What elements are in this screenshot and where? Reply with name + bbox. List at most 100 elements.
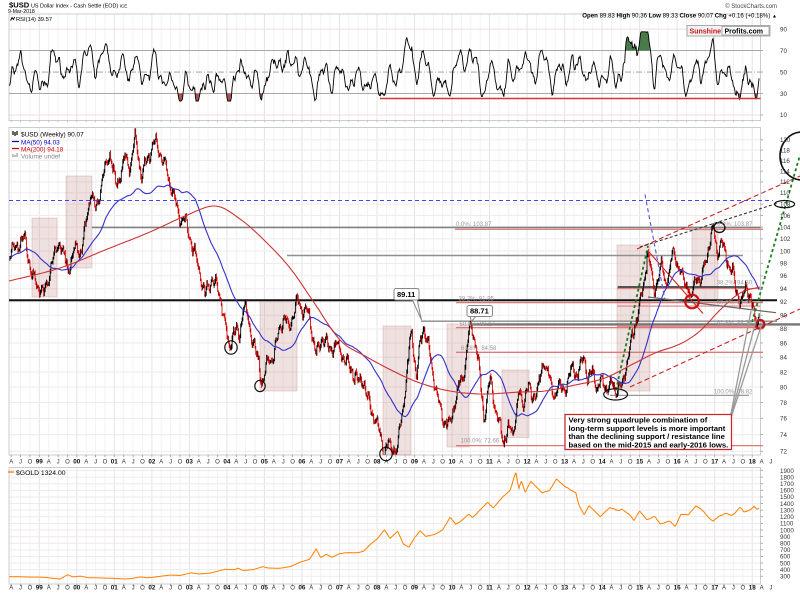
svg-text:J: J: [132, 585, 135, 591]
svg-text:O: O: [328, 585, 333, 591]
svg-text:90: 90: [780, 313, 787, 320]
svg-text:O: O: [740, 459, 745, 465]
svg-text:$GOLD 1324.00: $GOLD 1324.00: [16, 470, 66, 477]
svg-text:A: A: [234, 585, 238, 591]
svg-text:120: 120: [780, 137, 791, 144]
svg-text:11: 11: [486, 584, 493, 591]
svg-text:02: 02: [148, 584, 156, 591]
svg-text:A: A: [309, 459, 313, 465]
svg-text:J: J: [582, 585, 585, 591]
svg-text:O: O: [28, 585, 33, 591]
svg-text:03: 03: [186, 458, 194, 465]
svg-text:J: J: [207, 459, 210, 465]
svg-text:A: A: [47, 585, 51, 591]
svg-text:O: O: [140, 585, 145, 591]
svg-text:16: 16: [674, 584, 682, 591]
svg-text:500: 500: [780, 560, 791, 567]
svg-text:900: 900: [780, 534, 791, 541]
svg-text:14: 14: [599, 584, 607, 591]
svg-text:116: 116: [780, 158, 790, 165]
svg-text:A: A: [684, 459, 688, 465]
svg-text:A: A: [647, 585, 651, 591]
svg-text:108: 108: [780, 201, 791, 208]
svg-text:O: O: [590, 459, 595, 465]
svg-text:O: O: [478, 585, 483, 591]
svg-text:J: J: [132, 459, 135, 465]
svg-text:J: J: [57, 585, 60, 591]
svg-text:700: 700: [780, 547, 791, 554]
svg-text:J: J: [57, 459, 60, 465]
svg-text:J: J: [619, 459, 622, 465]
svg-text:A: A: [384, 459, 388, 465]
svg-text:82: 82: [780, 369, 787, 376]
svg-text:O: O: [365, 585, 370, 591]
svg-text:61.8%: 88.38: 61.8%: 88.38: [717, 321, 753, 327]
svg-text:12: 12: [524, 458, 532, 465]
svg-text:0.0%: 103.87: 0.0%: 103.87: [717, 222, 753, 228]
svg-text:J: J: [544, 459, 547, 465]
svg-text:A: A: [497, 459, 501, 465]
svg-text:A: A: [647, 459, 651, 465]
svg-text:O: O: [740, 585, 745, 591]
svg-text:00: 00: [73, 458, 81, 465]
svg-text:99: 99: [36, 584, 44, 591]
svg-text:1300: 1300: [780, 508, 794, 515]
svg-text:102: 102: [780, 236, 791, 243]
svg-text:106: 106: [780, 213, 791, 220]
svg-text:1400: 1400: [780, 501, 794, 508]
svg-text:O: O: [440, 459, 445, 465]
svg-text:1100: 1100: [780, 521, 794, 528]
svg-text:O: O: [178, 585, 183, 591]
svg-text:104: 104: [780, 224, 791, 231]
svg-text:O: O: [478, 459, 483, 465]
svg-text:07: 07: [336, 584, 344, 591]
svg-text:O: O: [665, 585, 670, 591]
svg-text:10: 10: [448, 584, 456, 591]
svg-text:O: O: [703, 459, 708, 465]
svg-text:O: O: [215, 459, 220, 465]
svg-text:$USD (Weekly) 90.07: $USD (Weekly) 90.07: [21, 132, 84, 139]
svg-text:78: 78: [780, 400, 787, 407]
svg-text:Profits.com: Profits.com: [725, 28, 764, 35]
svg-text:50: 50: [780, 69, 787, 76]
svg-text:J: J: [394, 585, 397, 591]
svg-text:A: A: [760, 459, 764, 465]
svg-text:72: 72: [780, 449, 787, 456]
svg-text:70: 70: [780, 48, 787, 55]
svg-text:A: A: [609, 459, 613, 465]
svg-text:A: A: [572, 585, 576, 591]
svg-text:J: J: [357, 585, 360, 591]
svg-text:J: J: [769, 585, 772, 591]
svg-text:13: 13: [561, 584, 569, 591]
svg-text:600: 600: [780, 554, 791, 561]
svg-text:A: A: [122, 459, 126, 465]
svg-text:30: 30: [780, 91, 787, 98]
svg-text:O: O: [628, 459, 633, 465]
svg-text:112: 112: [780, 179, 790, 186]
svg-text:1200: 1200: [780, 514, 794, 521]
svg-text:O: O: [590, 585, 595, 591]
svg-text:A: A: [609, 585, 613, 591]
svg-text:05: 05: [261, 584, 269, 591]
svg-text:07: 07: [336, 458, 344, 465]
svg-text:O: O: [290, 459, 295, 465]
svg-text:J: J: [94, 585, 97, 591]
svg-text:38.2%: 94.30: 38.2%: 94.30: [717, 280, 753, 286]
svg-text:04: 04: [223, 458, 231, 465]
svg-text:90: 90: [780, 26, 787, 33]
svg-text:61.8%: 84.58: 61.8%: 84.58: [461, 346, 497, 352]
svg-text:O: O: [215, 585, 220, 591]
svg-text:94: 94: [780, 286, 787, 293]
svg-text:O: O: [703, 585, 708, 591]
svg-text:A: A: [234, 459, 238, 465]
svg-text:02: 02: [148, 458, 156, 465]
svg-text:88: 88: [780, 326, 787, 333]
svg-text:J: J: [694, 585, 697, 591]
svg-text:A: A: [272, 585, 276, 591]
svg-text:38.2%: 91.95: 38.2%: 91.95: [459, 296, 495, 302]
svg-text:A: A: [534, 585, 538, 591]
svg-text:A: A: [159, 459, 163, 465]
svg-text:J: J: [694, 459, 697, 465]
svg-text:99: 99: [36, 458, 44, 465]
svg-text:16: 16: [674, 458, 682, 465]
